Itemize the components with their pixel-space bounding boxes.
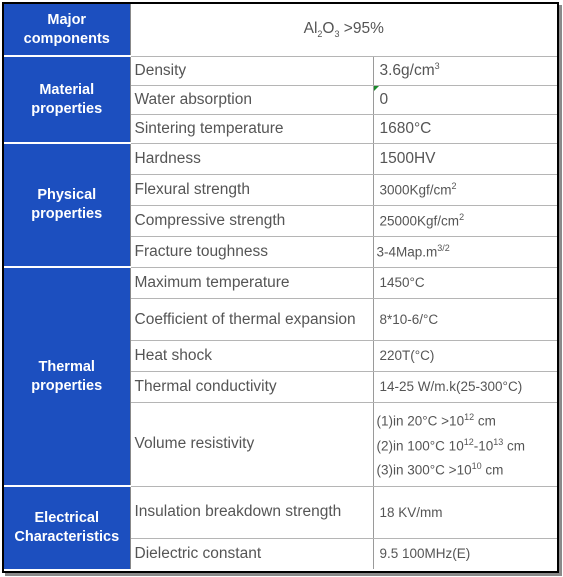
property-name: Fracture toughness [130,236,374,268]
volume-line-3: (3)in 300°C >1010 cm [377,456,558,481]
property-value: 8*10-6/°C [373,298,557,341]
electrical-characteristics-header: Electrical Characteristics [4,486,131,569]
physical-properties-label: Physical properties [31,187,103,222]
property-value: 25000Kgf/cm2 [373,205,557,237]
material-properties-header: Material properties [4,56,131,144]
property-name: Maximum temperature [130,267,374,299]
formula-al: Al [303,20,318,38]
electrical-characteristics-label: Electrical Characteristics [14,510,120,545]
table-row: Coefficient of thermal expansion 8*10-6/… [4,298,557,341]
table-row: Dielectric constant 9.5 100MHz(E) [4,538,557,569]
value-sup: 2 [459,212,465,223]
table-row: Material properties Density 3.6g/cm3 [4,56,557,144]
value-text: cm [503,438,525,454]
table-row: Physical properties Hardness 1500HV [4,143,557,268]
major-components-row: Major components Al2O3 >95% [4,4,557,57]
table-row: Fracture toughness 3-4Map.m3/2 [4,236,557,268]
table-row: Sintering temperature 1680°C [4,114,557,144]
property-name: Density [130,56,374,86]
value-text: (1)in 20°C >10 [376,413,465,429]
property-value: 14-25 W/m.k(25-300°C) [373,371,557,403]
property-name: Sintering temperature [130,114,374,144]
property-value: 1500HV [373,143,557,175]
property-name: Hardness [130,143,374,175]
value-text: cm [481,462,504,478]
value-text: (3)in 300°C >10 [376,462,472,478]
property-name: Volume resistivity [130,402,374,487]
value-sup: 3/2 [437,243,450,254]
property-name: Water absorption [130,85,374,115]
table-row: Thermal conductivity 14-25 W/m.k(25-300°… [4,371,557,403]
property-name: Insulation breakdown strength [130,486,374,539]
properties-table-frame: Major components Al2O3 >95% Material pro… [2,2,559,573]
value-text: cm [474,413,496,429]
property-value: 1450°C [373,267,557,299]
formula-o: O [322,20,335,38]
property-value: 9.5 100MHz(E) [379,546,471,562]
thermal-properties-header: Thermal properties [4,267,131,487]
value-sup: 13 [493,436,504,447]
property-value: 3-4Map.m3/2 [373,236,557,268]
major-components-value: Al2O3 >95% [130,4,557,57]
thermal-properties-label: Thermal properties [31,358,103,394]
volume-line-1: (1)in 20°C >1012 cm [377,407,558,432]
property-value: 1680°C [373,114,557,144]
table-row: Heat shock 220T(°C) [4,340,557,372]
value-sup: 10 [471,461,482,472]
major-components-label: Major components [23,11,110,47]
value-sup: 2 [451,181,457,192]
value-sup: 12 [464,412,475,423]
cell-marker [373,85,379,91]
property-name: Flexural strength [130,174,374,206]
value-sup: 12 [463,436,474,447]
properties-table: Major components Al2O3 >95% Material pro… [4,4,557,569]
property-value: 220T(°C) [373,340,557,372]
value-text: 3.6g/cm [379,62,435,80]
value-text: (2)in 100°C 10 [376,438,464,454]
volume-line-2: (2)in 100°C 1012-1013 cm [377,432,558,457]
value-sup: 3 [434,60,440,71]
table-row: Compressive strength 25000Kgf/cm2 [4,205,557,237]
material-properties-label: Material properties [31,81,103,117]
property-name: Thermal conductivity [130,371,374,403]
property-value: 3.6g/cm3 [373,56,557,86]
table-row: Water absorption 0 [4,85,557,115]
value-text: 3000Kgf/cm [379,182,452,198]
formula-sub-2: 2 [317,29,323,40]
property-value: 18 KV/mm [373,486,557,539]
value-text: 25000Kgf/cm [379,213,460,229]
value-text: 0 [379,90,389,108]
table-row: Thermal properties Maximum temperature 1… [4,267,557,487]
property-name: Dielectric constant [130,538,374,569]
table-row: Electrical Characteristics Insulation br… [4,486,557,569]
formula-rest: >95% [339,20,384,38]
table-row: Volume resistivity (1)in 20°C >1012 cm (… [4,402,558,487]
major-components-header: Major components [4,4,131,57]
formula-sub-3: 3 [334,29,340,40]
property-value: (1)in 20°C >1012 cm (2)in 100°C 1012-101… [373,402,558,487]
property-name: Compressive strength [130,205,374,237]
table-row: Flexural strength 3000Kgf/cm2 [4,174,557,206]
physical-properties-header: Physical properties [4,143,131,268]
property-value: 3000Kgf/cm2 [373,174,557,206]
property-value: 0 [373,85,557,115]
value-text: -10 [473,438,494,454]
property-name: Coefficient of thermal expansion [130,298,374,341]
value-text: 3-4Map.m [376,244,438,260]
property-name: Heat shock [130,340,374,372]
